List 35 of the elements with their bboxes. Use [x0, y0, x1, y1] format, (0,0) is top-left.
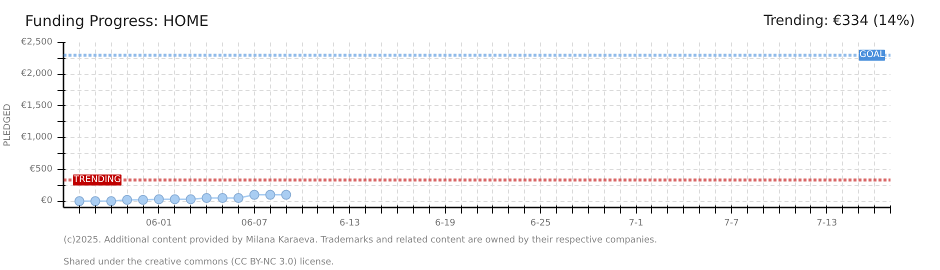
point	[281, 190, 292, 200]
point	[233, 192, 244, 203]
text: (c)2025. Additional content provided by Milana Karaeva. Trademarks and related content are owned by their respective companies.	[64, 236, 658, 246]
x-tick-label: 06-07	[241, 218, 268, 228]
x-tick-label: 6-25	[530, 218, 551, 228]
y-axis-title: PLEDGED	[3, 104, 14, 146]
x-tick-label: 6-19	[434, 218, 456, 228]
chart-title: Funding Progress: HOME	[25, 11, 209, 32]
ref-line-label: GOAL	[859, 50, 885, 60]
point	[170, 194, 180, 204]
point	[218, 192, 228, 203]
x-tick-label: 7-13	[816, 218, 838, 228]
y-tick-label: €500	[30, 164, 53, 174]
text: Shared under the creative commons (CC BY-NC 3.0) license.	[64, 258, 334, 268]
ref-line-label: TRENDING	[72, 174, 121, 185]
y-tick-label: €1,000	[21, 132, 53, 143]
chart-subtitle: Trending: €334 (14%)	[764, 12, 915, 31]
y-tick-label: €0	[41, 196, 53, 206]
y-tick-label: €2,000	[21, 69, 53, 80]
point	[106, 196, 116, 206]
x-tick-label: 6-13	[340, 218, 360, 228]
point	[202, 192, 212, 203]
y-tick-label: €1,500	[21, 100, 53, 111]
point	[265, 190, 276, 200]
point	[90, 196, 100, 206]
point	[186, 194, 196, 204]
point	[154, 194, 164, 204]
x-tick-label: 7-7	[724, 218, 739, 228]
point	[138, 194, 148, 205]
point	[249, 190, 260, 200]
x-tick-label: 06-01	[146, 218, 172, 228]
y-tick-label: €2,500	[21, 38, 53, 48]
point	[74, 196, 84, 206]
x-tick-label: 7-1	[628, 218, 644, 228]
point	[122, 194, 132, 205]
